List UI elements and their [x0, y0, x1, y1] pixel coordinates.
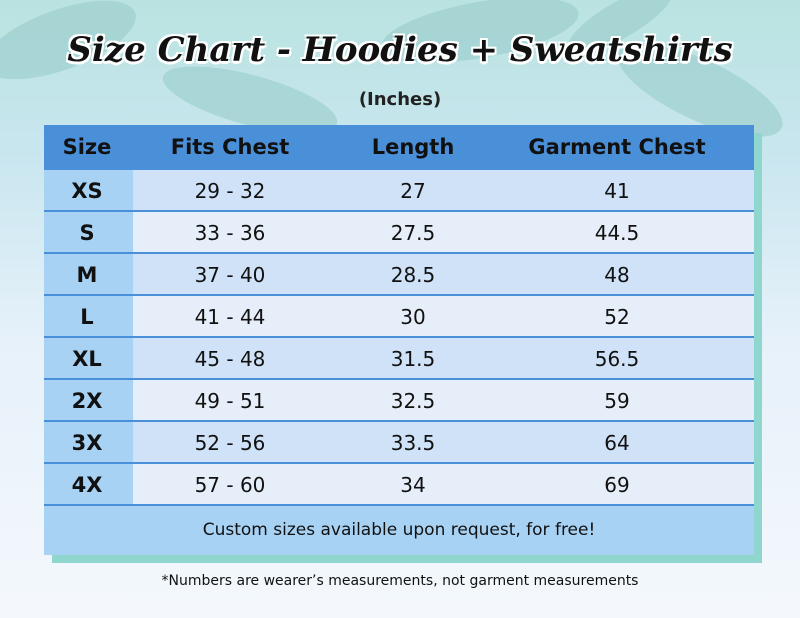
- table-cell: 29 - 32: [194, 179, 266, 203]
- size-label: XS: [71, 179, 103, 203]
- size-label: S: [79, 221, 95, 245]
- size-cell-bg: [44, 422, 133, 462]
- table-cell: 37 - 40: [194, 263, 266, 287]
- table-header: Size Fits Chest Length Garment Chest: [44, 125, 754, 170]
- column-header: Fits Chest: [170, 135, 290, 159]
- table-cell: 34: [400, 473, 426, 497]
- size-label: 4X: [71, 473, 103, 497]
- table-cell: 56.5: [594, 347, 640, 371]
- column-header: Length: [371, 135, 455, 159]
- size-cell-bg: [44, 170, 133, 210]
- table-row: 3X 52 - 56 33.5 64: [44, 422, 754, 464]
- footer-text: Custom sizes available upon request, for…: [202, 520, 596, 540]
- column-header: Size: [62, 135, 112, 159]
- size-label: L: [80, 305, 94, 329]
- table-row: XS 29 - 32 27 41: [44, 170, 754, 212]
- footnote: *Numbers are wearer’s measurements, not …: [161, 573, 639, 589]
- table-cell: 31.5: [390, 347, 436, 371]
- table-cell: 57 - 60: [194, 473, 266, 497]
- size-cell-bg: [44, 338, 133, 378]
- size-label: 2X: [71, 389, 103, 413]
- table-row: S 33 - 36 27.5 44.5: [44, 212, 754, 254]
- title: Size Chart - Hoodies + Sweatshirts: [67, 30, 733, 70]
- table-cell: 69: [604, 473, 630, 497]
- size-label: M: [76, 263, 98, 287]
- size-label: XL: [72, 347, 102, 371]
- table-cell: 45 - 48: [194, 347, 266, 371]
- size-cell-bg: [44, 464, 133, 504]
- size-cell-bg: [44, 380, 133, 420]
- table-row: 4X 57 - 60 34 69: [44, 464, 754, 506]
- table-cell: 32.5: [390, 389, 436, 413]
- table-row: M 37 - 40 28.5 48: [44, 254, 754, 296]
- leaf-background: [0, 0, 783, 137]
- table-cell: 48: [604, 263, 630, 287]
- table-cell: 52 - 56: [194, 431, 266, 455]
- table-cell: 41: [604, 179, 630, 203]
- column-header: Garment Chest: [528, 135, 706, 159]
- table-cell: 59: [604, 389, 630, 413]
- table-cell: 44.5: [594, 221, 640, 245]
- size-label: 3X: [71, 431, 103, 455]
- table-cell: 27: [400, 179, 426, 203]
- table-cell: 49 - 51: [194, 389, 266, 413]
- subtitle: (Inches): [358, 89, 442, 110]
- size-cell-bg: [44, 212, 133, 252]
- table-cell: 28.5: [390, 263, 436, 287]
- table-footer: Custom sizes available upon request, for…: [44, 506, 754, 555]
- table-cell: 33.5: [390, 431, 436, 455]
- table-row: 2X 49 - 51 32.5 59: [44, 380, 754, 422]
- table-cell: 33 - 36: [194, 221, 266, 245]
- size-cell-bg: [44, 254, 133, 294]
- table-row: L 41 - 44 30 52: [44, 296, 754, 338]
- table-cell: 64: [604, 431, 630, 455]
- size-cell-bg: [44, 296, 133, 336]
- table-cell: 27.5: [390, 221, 436, 245]
- table-row: XL 45 - 48 31.5 56.5: [44, 338, 754, 380]
- table-cell: 52: [604, 305, 630, 329]
- table-cell: 41 - 44: [194, 305, 266, 329]
- table-cell: 30: [400, 305, 426, 329]
